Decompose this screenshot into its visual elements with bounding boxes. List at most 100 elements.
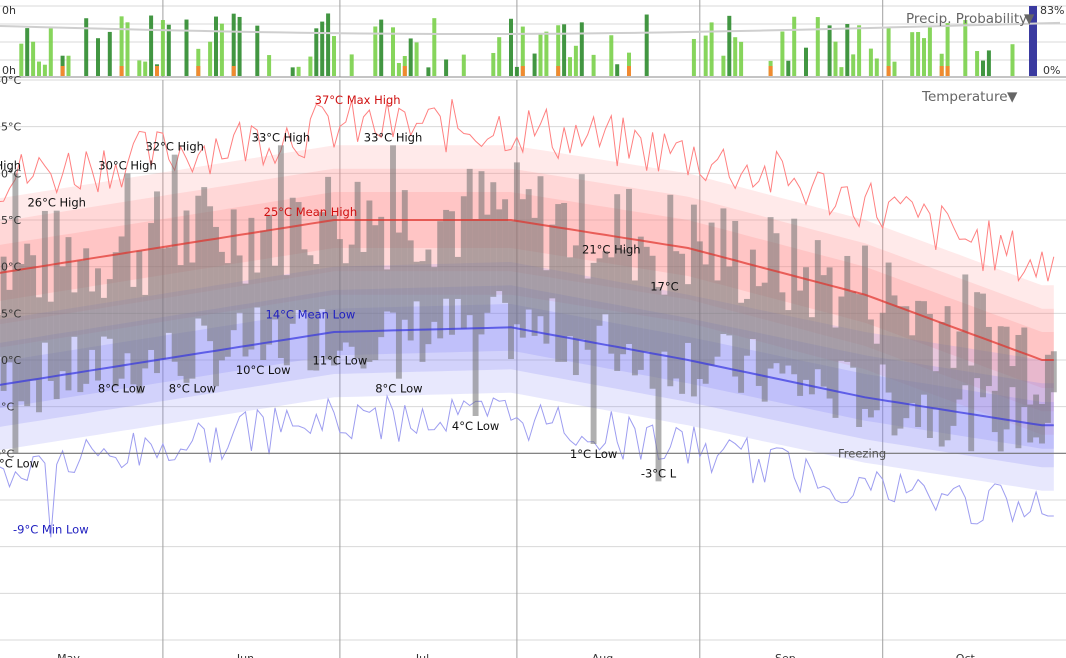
precip-bar bbox=[491, 52, 496, 76]
precip-probability-dropdown[interactable]: Precip. Probability ▼ bbox=[906, 11, 1035, 27]
daily-temperature-bar bbox=[708, 222, 715, 366]
daily-temperature-bar bbox=[307, 255, 314, 371]
daily-temperature-bar bbox=[897, 306, 904, 429]
precip-bar bbox=[444, 59, 449, 76]
daily-temperature-bar bbox=[555, 204, 562, 362]
daily-temperature-bar bbox=[478, 171, 485, 335]
chevron-down-icon[interactable]: ▼ bbox=[1007, 89, 1018, 105]
precip-bar bbox=[579, 22, 584, 77]
daily-temperature-bar bbox=[637, 236, 644, 370]
mean-high-line bbox=[0, 219, 1054, 361]
daily-temperature-bar bbox=[1039, 404, 1045, 444]
precip-bar bbox=[37, 61, 41, 76]
daily-temperature-bar bbox=[891, 295, 898, 436]
daily-temperature-bar bbox=[602, 251, 609, 315]
precip-bottom-right-label: 0% bbox=[1043, 64, 1060, 77]
daily-temperature-bar bbox=[201, 187, 208, 326]
precip-bar bbox=[963, 20, 968, 76]
precip-bar bbox=[573, 45, 578, 76]
precip-bar bbox=[19, 43, 24, 76]
precip-bar bbox=[290, 67, 295, 76]
precip-bar bbox=[975, 51, 980, 76]
precip-bar bbox=[125, 22, 130, 76]
daily-temperature-bar bbox=[596, 258, 603, 326]
daily-temperature-bar bbox=[496, 209, 503, 292]
daily-temperature-bar bbox=[177, 265, 184, 376]
precip-bar bbox=[25, 28, 30, 76]
daily-temperature-bar bbox=[437, 221, 444, 339]
daily-temperature-bar bbox=[449, 211, 455, 335]
temperature-label[interactable]: Temperature bbox=[921, 89, 1008, 105]
high-normal-band bbox=[0, 168, 1054, 412]
precip-bar bbox=[839, 67, 844, 76]
daily-temperature-bar bbox=[909, 335, 916, 404]
y-tick-label: 20°C bbox=[0, 261, 21, 274]
daily-temperature-bar bbox=[985, 326, 992, 387]
y-tick-label: 15°C bbox=[0, 307, 21, 320]
daily-temperature-bar bbox=[797, 290, 804, 396]
daily-temperature-bar bbox=[614, 194, 621, 371]
daily-temperature-bar bbox=[230, 209, 237, 331]
daily-temperature-bar bbox=[372, 225, 379, 361]
precip-panel: 0h 0h Precip. Probability ▼ 83% 0% bbox=[0, 0, 1066, 78]
daily-temperature-bar bbox=[584, 278, 591, 350]
annotation-label: 33°C High bbox=[252, 130, 311, 144]
precip-bar bbox=[408, 38, 413, 76]
precip-bar bbox=[815, 17, 820, 76]
daily-temperature-bar bbox=[785, 310, 792, 366]
precip-bar bbox=[160, 20, 165, 76]
daily-temperature-bar bbox=[726, 266, 733, 336]
precip-bar-orange bbox=[231, 66, 236, 76]
daily-temperature-bar bbox=[484, 214, 491, 313]
chevron-down-icon[interactable]: ▼ bbox=[1024, 11, 1035, 27]
month-label: Jul bbox=[415, 652, 429, 658]
daily-temperature-bar bbox=[224, 263, 231, 357]
precip-trend-line bbox=[0, 21, 1061, 35]
precip-bar-orange bbox=[155, 66, 159, 76]
daily-temperature-bar bbox=[24, 243, 31, 407]
daily-temperature-bar bbox=[738, 302, 745, 393]
daily-temperature-bar bbox=[148, 223, 155, 350]
daily-temperature-bar bbox=[130, 286, 137, 385]
temperature-dropdown[interactable]: Temperature ▼ bbox=[921, 89, 1018, 105]
daily-temperature-bar bbox=[968, 365, 975, 452]
precip-bar bbox=[703, 35, 708, 76]
month-label: Oct bbox=[956, 652, 976, 658]
daily-temperature-bar bbox=[561, 202, 568, 362]
daily-temperature-bar bbox=[0, 256, 7, 391]
daily-temperature-bar bbox=[1033, 394, 1040, 438]
precip-bar bbox=[166, 24, 171, 77]
daily-temperature-bar bbox=[1009, 366, 1016, 388]
daily-temperature-bar bbox=[354, 181, 361, 359]
daily-temperature-bar bbox=[820, 275, 827, 387]
precip-bar bbox=[792, 16, 797, 76]
daily-temperature-bar bbox=[626, 188, 632, 345]
daily-temperature-bar bbox=[159, 248, 166, 360]
daily-temperature-bar bbox=[915, 300, 922, 427]
daily-temperature-bar bbox=[83, 248, 90, 384]
daily-temperature-bar bbox=[997, 326, 1004, 452]
precip-bar bbox=[874, 58, 879, 76]
precip-bar bbox=[709, 22, 714, 77]
annotation-label: 30°C High bbox=[98, 158, 157, 172]
daily-temperature-bar bbox=[65, 237, 72, 391]
precip-bar bbox=[739, 41, 744, 76]
daily-temperature-bar bbox=[844, 255, 851, 362]
daily-temperature-bar bbox=[12, 173, 19, 454]
precip-bar bbox=[461, 54, 466, 76]
daily-temperature-bar bbox=[873, 343, 880, 411]
daily-temperature-bar bbox=[490, 182, 497, 297]
annotation-label: 10°C Low bbox=[236, 363, 291, 377]
precip-probability-label[interactable]: Precip. Probability bbox=[906, 11, 1027, 27]
daily-temperature-bar bbox=[395, 232, 402, 379]
daily-temperature-bar bbox=[36, 297, 42, 413]
daily-temperature-bar bbox=[962, 274, 969, 386]
month-labels: May Jun Jul Aug Sep Oct bbox=[57, 652, 975, 658]
precip-bar bbox=[916, 32, 921, 76]
precip-bar bbox=[497, 37, 502, 76]
daily-temperature-bar bbox=[661, 294, 668, 352]
daily-temperature-bar bbox=[366, 200, 373, 362]
precip-bar bbox=[373, 26, 378, 77]
precip-bar bbox=[857, 25, 862, 77]
